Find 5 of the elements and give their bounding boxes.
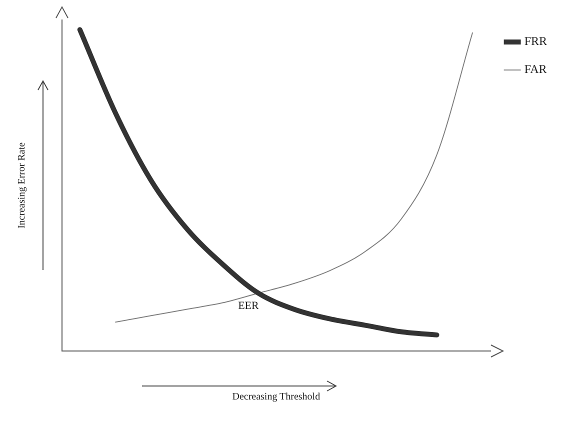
- annotation: EER: [238, 300, 260, 312]
- legend-label: FAR: [524, 62, 547, 76]
- y-axis-title: Increasing Error Rate: [16, 142, 28, 229]
- x-axis-title: Decreasing Threshold: [232, 392, 320, 403]
- legend-label: FRR: [524, 34, 548, 48]
